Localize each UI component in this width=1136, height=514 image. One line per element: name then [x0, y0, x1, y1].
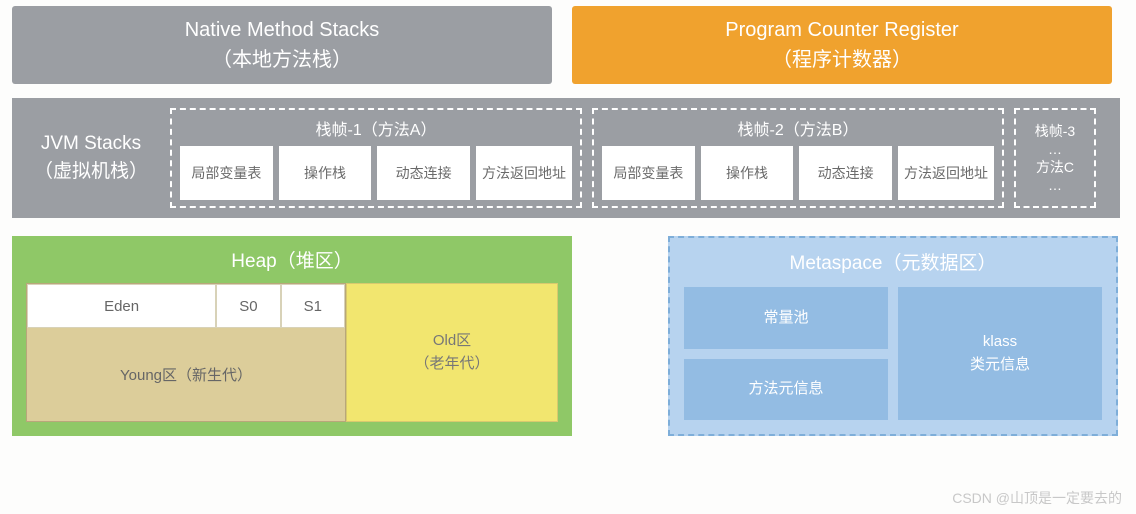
stack-frame-3: 栈帧-3 … 方法C … [1014, 108, 1096, 208]
meta-right-col: klass 类元信息 [898, 287, 1102, 420]
jvm-stacks-label: JVM Stacks （虚拟机栈） [22, 130, 160, 187]
method-info-box: 方法元信息 [684, 359, 888, 421]
bottom-row: Heap（堆区） Eden S0 S1 Young区（新生代） Old区 （老年… [12, 236, 1124, 436]
frame2-title: 栈帧-2（方法B） [602, 116, 994, 140]
s1-cell: S1 [281, 284, 345, 328]
frame2-cells: 局部变量表 操作栈 动态连接 方法返回地址 [602, 146, 994, 200]
meta-title: Metaspace（元数据区） [684, 248, 1102, 275]
young-label: Young区（新生代） [27, 328, 345, 421]
s0-cell: S0 [216, 284, 280, 328]
eden-cell: Eden [27, 284, 216, 328]
klass-box: klass 类元信息 [898, 287, 1102, 420]
old-l2: （老年代） [414, 353, 489, 376]
jvm-stacks-block: JVM Stacks （虚拟机栈） 栈帧-1（方法A） 局部变量表 操作栈 动态… [12, 98, 1120, 218]
frame2-cell-return-addr: 方法返回地址 [898, 146, 994, 200]
frame1-title: 栈帧-1（方法A） [180, 116, 572, 140]
frame1-cell-local-vars: 局部变量表 [180, 146, 273, 200]
old-gen-block: Old区 （老年代） [346, 283, 558, 422]
heap-block: Heap（堆区） Eden S0 S1 Young区（新生代） Old区 （老年… [12, 236, 572, 436]
frame3-l1: 栈帧-3 [1035, 122, 1075, 140]
stacks-label-l1: JVM Stacks [22, 130, 160, 159]
frame3-l3: 方法C [1036, 158, 1074, 176]
stacks-label-l2: （虚拟机栈） [22, 158, 160, 187]
native-line1: Native Method Stacks [185, 15, 380, 45]
stack-frame-1: 栈帧-1（方法A） 局部变量表 操作栈 动态连接 方法返回地址 [170, 108, 582, 208]
meta-body: 常量池 方法元信息 klass 类元信息 [684, 287, 1102, 420]
frame3-l2: … [1048, 140, 1062, 158]
frame3-l4: … [1048, 176, 1062, 194]
frame1-cells: 局部变量表 操作栈 动态连接 方法返回地址 [180, 146, 572, 200]
metaspace-block: Metaspace（元数据区） 常量池 方法元信息 klass 类元信息 [668, 236, 1118, 436]
heap-body: Eden S0 S1 Young区（新生代） Old区 （老年代） [26, 283, 558, 422]
frame1-cell-dynamic-link: 动态连接 [377, 146, 470, 200]
native-method-stacks-block: Native Method Stacks （本地方法栈） [12, 6, 552, 84]
heap-title: Heap（堆区） [26, 246, 558, 273]
young-top-row: Eden S0 S1 [27, 284, 345, 328]
watermark: CSDN @山顶是一定要去的 [952, 488, 1122, 508]
klass-l1: klass [983, 331, 1017, 354]
constant-pool-box: 常量池 [684, 287, 888, 349]
klass-l2: 类元信息 [970, 354, 1030, 377]
young-gen-block: Eden S0 S1 Young区（新生代） [26, 283, 346, 422]
pcr-line2: （程序计数器） [772, 45, 912, 75]
top-row: Native Method Stacks （本地方法栈） Program Cou… [12, 6, 1124, 84]
frame2-cell-local-vars: 局部变量表 [602, 146, 695, 200]
pcr-line1: Program Counter Register [725, 15, 958, 45]
meta-left-col: 常量池 方法元信息 [684, 287, 888, 420]
stack-frame-2: 栈帧-2（方法B） 局部变量表 操作栈 动态连接 方法返回地址 [592, 108, 1004, 208]
native-line2: （本地方法栈） [212, 45, 352, 75]
frame1-cell-return-addr: 方法返回地址 [476, 146, 572, 200]
program-counter-register-block: Program Counter Register （程序计数器） [572, 6, 1112, 84]
frame1-cell-operand-stack: 操作栈 [279, 146, 372, 200]
old-l1: Old区 [433, 330, 471, 353]
frame2-cell-operand-stack: 操作栈 [701, 146, 794, 200]
frame2-cell-dynamic-link: 动态连接 [799, 146, 892, 200]
